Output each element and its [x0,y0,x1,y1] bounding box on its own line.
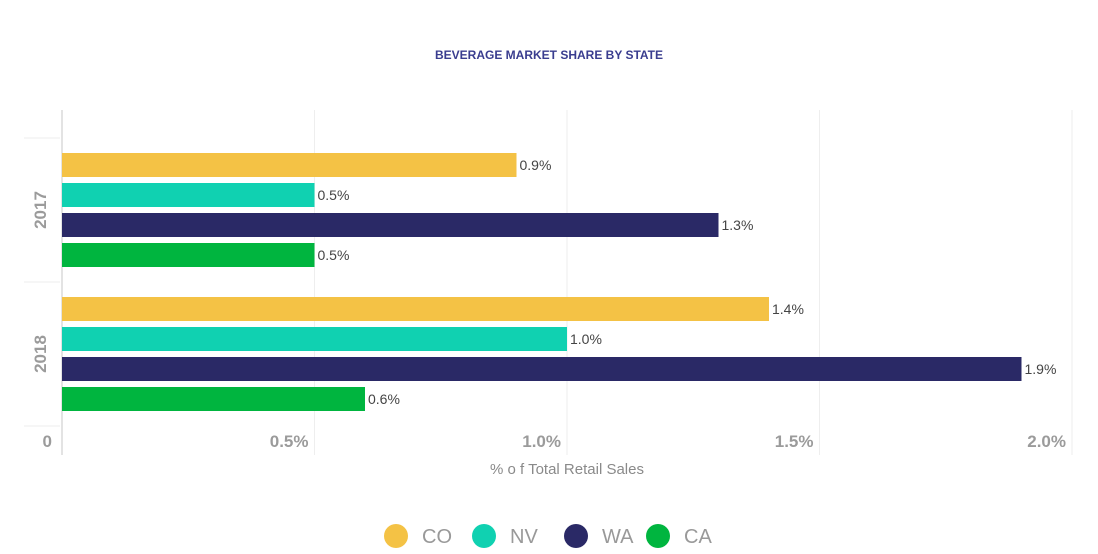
x-axis-label: % o f Total Retail Sales [490,461,644,478]
legend-marker-ca [646,524,670,548]
legend-label: NV [510,526,538,548]
legend-marker-wa [564,524,588,548]
x-tick-label: 0 [43,432,52,451]
data-label: 1.9% [1025,361,1057,377]
x-tick-label: 2.0% [1027,432,1066,451]
bar-co-2017 [62,153,517,177]
chart-title: BEVERAGE MARKET SHARE BY STATE [434,48,664,62]
x-tick-label: 1.5% [775,432,814,451]
bar-nv-2017 [62,183,315,207]
data-label: 0.9% [520,157,552,173]
legend-label: WA [602,526,634,548]
legend-label: CO [422,526,452,548]
bar-co-2018 [62,297,769,321]
x-tick-label: 1.0% [522,432,561,451]
data-label: 1.0% [570,331,602,347]
bar-wa-2018 [62,357,1022,381]
bar-wa-2017 [62,213,719,237]
bar-nv-2018 [62,327,567,351]
bar-ca-2017 [62,243,315,267]
category-label: 2018 [31,335,50,373]
data-label: 0.5% [318,187,350,203]
category-label: 2017 [31,191,50,229]
bar-ca-2018 [62,387,365,411]
data-label: 0.6% [368,391,400,407]
legend-marker-co [384,524,408,548]
data-label: 0.5% [318,247,350,263]
data-label: 1.4% [772,301,804,317]
x-tick-label: 0.5% [270,432,309,451]
data-label: 1.3% [722,217,754,233]
legend-marker-nv [472,524,496,548]
legend-label: CA [684,526,712,548]
